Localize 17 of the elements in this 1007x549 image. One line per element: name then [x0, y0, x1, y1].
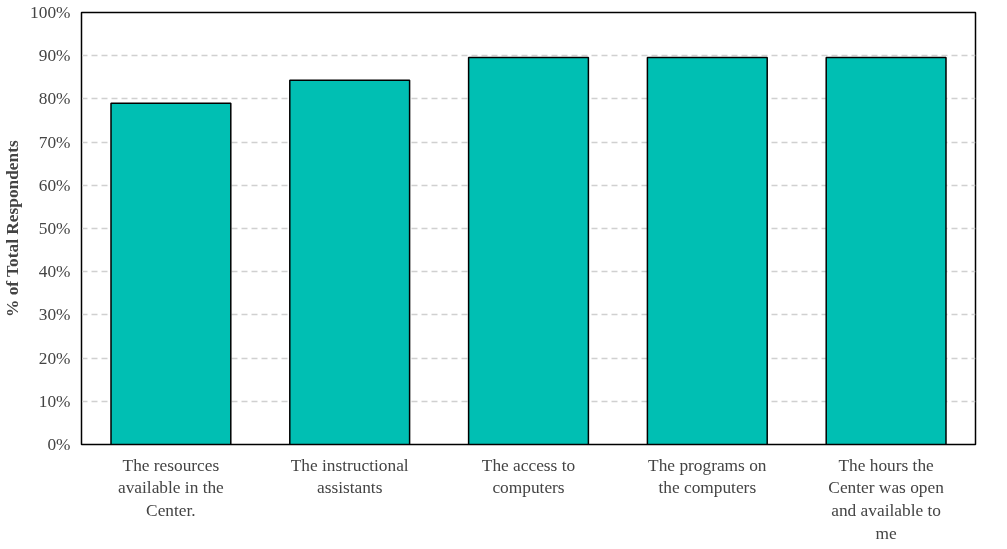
- x-tick-label: The programs on the computers: [648, 455, 767, 498]
- y-tick-label: 10%: [38, 391, 71, 411]
- y-tick-label: 70%: [38, 132, 71, 152]
- y-tick-label: 0%: [47, 435, 71, 454]
- x-tick-label: The hours the Center was open and available to me: [828, 455, 945, 543]
- y-axis-title: % of Total Respondents: [3, 140, 23, 317]
- y-tick-label: 100%: [30, 3, 71, 22]
- x-tick-label: The instructional assistants: [290, 455, 409, 498]
- x-tick-label: The resources available in the Center.: [117, 455, 225, 521]
- y-tick-label: 20%: [38, 348, 71, 368]
- y-tick-label: 50%: [38, 219, 71, 238]
- y-tick-label: 80%: [38, 89, 71, 109]
- y-tick-label: 60%: [38, 175, 71, 195]
- x-tick-label: The access to computers: [481, 455, 576, 498]
- y-tick-label: 30%: [38, 305, 71, 325]
- y-tick-label: 90%: [38, 46, 71, 66]
- y-tick-label: 40%: [38, 262, 71, 282]
